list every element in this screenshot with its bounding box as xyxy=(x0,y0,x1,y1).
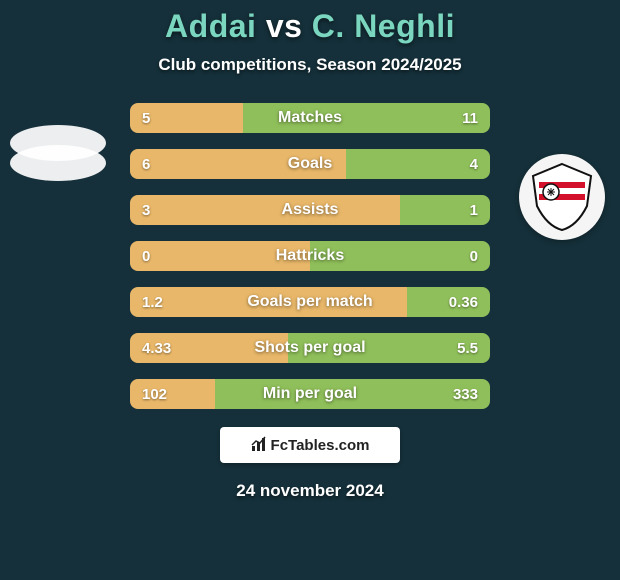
stat-row: 1.20.36Goals per match xyxy=(130,287,490,317)
player2-club-badge xyxy=(514,149,610,245)
title-player2: C. Neghli xyxy=(312,8,455,44)
comparison-bars: 511Matches 64Goals 31Assists 00Hattricks 1.2… xyxy=(130,103,490,409)
stat-row: 64Goals xyxy=(130,149,490,179)
title-vs: vs xyxy=(266,8,303,44)
title-player1: Addai xyxy=(165,8,256,44)
footer-brand-badge: FcTables.com xyxy=(220,427,400,463)
stat-label: Shots per goal xyxy=(130,333,490,363)
stat-label: Hattricks xyxy=(130,241,490,271)
stat-row: 102333Min per goal xyxy=(130,379,490,409)
stat-label: Min per goal xyxy=(130,379,490,409)
stat-label: Matches xyxy=(130,103,490,133)
stat-row: 00Hattricks xyxy=(130,241,490,271)
player1-avatar xyxy=(10,95,106,191)
placeholder-oval-icon xyxy=(10,145,106,181)
page-title: Addai vs C. Neghli xyxy=(0,8,620,45)
date-text: 24 november 2024 xyxy=(0,481,620,501)
sparta-badge-icon xyxy=(519,154,605,240)
stat-row: 511Matches xyxy=(130,103,490,133)
content-wrapper: Addai vs C. Neghli Club competitions, Se… xyxy=(0,0,620,580)
stat-label: Goals xyxy=(130,149,490,179)
stat-row: 31Assists xyxy=(130,195,490,225)
chart-icon xyxy=(251,436,267,455)
stat-label: Goals per match xyxy=(130,287,490,317)
subtitle: Club competitions, Season 2024/2025 xyxy=(0,55,620,75)
stat-row: 4.335.5Shots per goal xyxy=(130,333,490,363)
stat-label: Assists xyxy=(130,195,490,225)
footer-brand-text: FcTables.com xyxy=(271,437,370,454)
rows-container: 511Matches 64Goals 31Assists 00Hattricks 1.2… xyxy=(130,103,490,409)
